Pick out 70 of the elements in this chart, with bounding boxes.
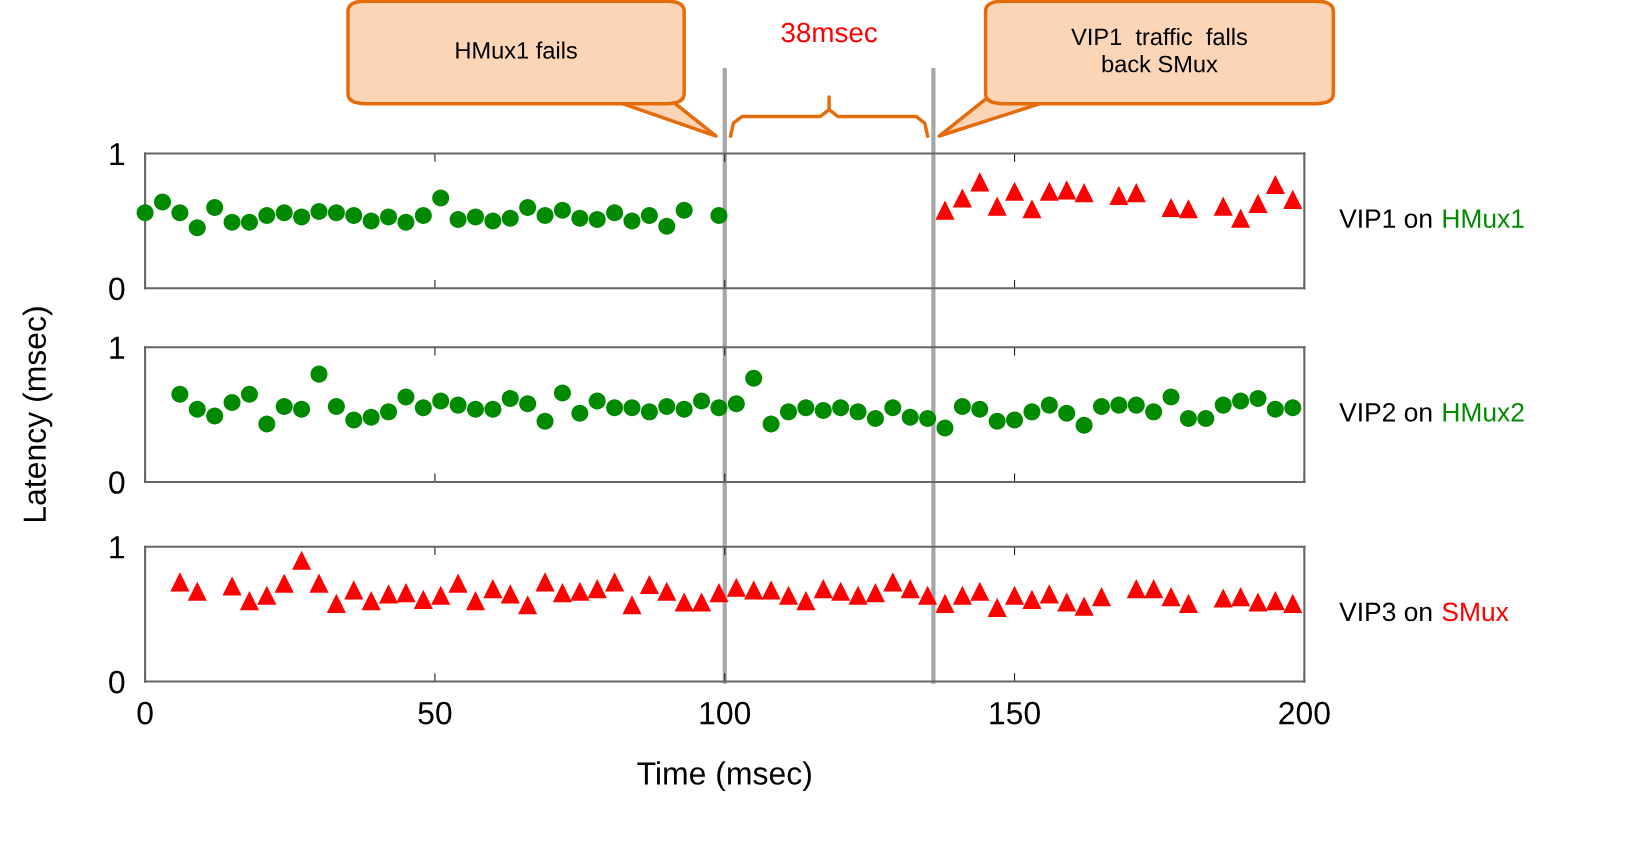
text: VIP1 on HMux1 <box>1339 209 1524 229</box>
point <box>970 172 990 192</box>
point <box>1283 189 1303 209</box>
point <box>1265 174 1285 195</box>
point <box>345 207 363 225</box>
point <box>466 208 484 226</box>
point <box>1126 183 1146 203</box>
point <box>380 208 398 226</box>
x-axis-title: Time (msec) <box>637 761 811 792</box>
point <box>362 212 380 230</box>
point <box>1022 199 1042 219</box>
point <box>258 207 276 225</box>
point <box>432 189 450 207</box>
point <box>223 213 241 231</box>
point <box>275 204 293 222</box>
point <box>658 217 676 235</box>
y-tick-label: 0 <box>109 670 125 694</box>
point <box>1109 185 1129 205</box>
text: VIP1 traffic falls back SMux <box>1071 27 1247 73</box>
point <box>606 204 624 222</box>
point <box>206 198 224 216</box>
text: 38msec <box>781 22 877 43</box>
text: HMux1 fails <box>456 41 577 59</box>
point <box>414 207 432 225</box>
point <box>588 211 606 229</box>
point <box>154 193 172 211</box>
x-tick-label: 0 <box>137 701 153 725</box>
point <box>327 204 345 222</box>
point <box>310 202 328 220</box>
point <box>1004 181 1025 201</box>
point <box>397 213 415 231</box>
point <box>293 208 311 226</box>
y-tick-label: 1 <box>110 143 125 166</box>
point <box>1231 208 1251 228</box>
point <box>1178 199 1199 219</box>
text: VIP3 on SMux <box>1339 602 1509 622</box>
y-tick-label: 1 <box>110 536 125 559</box>
y-axis-title: Latency (msec) <box>22 307 53 522</box>
point <box>675 201 693 219</box>
point <box>952 188 972 208</box>
point <box>935 200 955 220</box>
point <box>553 201 571 219</box>
y-tick-label: 0 <box>109 471 125 494</box>
point <box>240 213 258 231</box>
point <box>171 204 189 222</box>
text: VIP2 on HMux2 <box>1339 402 1524 422</box>
point <box>1161 197 1181 218</box>
point <box>449 211 467 229</box>
point <box>1057 180 1077 200</box>
x-tick-label: 150 <box>990 701 1040 725</box>
point <box>501 209 519 227</box>
x-tick-label: 50 <box>418 701 452 725</box>
point <box>1039 181 1059 201</box>
point <box>640 207 658 225</box>
point <box>484 212 502 230</box>
point <box>987 196 1007 216</box>
y-tick-label: 0 <box>109 277 125 301</box>
point <box>623 212 641 230</box>
point <box>536 207 554 225</box>
point <box>1074 183 1094 203</box>
point <box>519 198 537 216</box>
x-tick-label: 100 <box>700 701 751 725</box>
y-tick-label: 1 <box>110 336 125 359</box>
point <box>1213 196 1233 216</box>
point <box>136 204 154 222</box>
point <box>188 219 206 237</box>
x-tick-label: 200 <box>1279 701 1330 725</box>
point <box>710 207 728 225</box>
point <box>1248 193 1268 213</box>
point <box>571 209 589 227</box>
